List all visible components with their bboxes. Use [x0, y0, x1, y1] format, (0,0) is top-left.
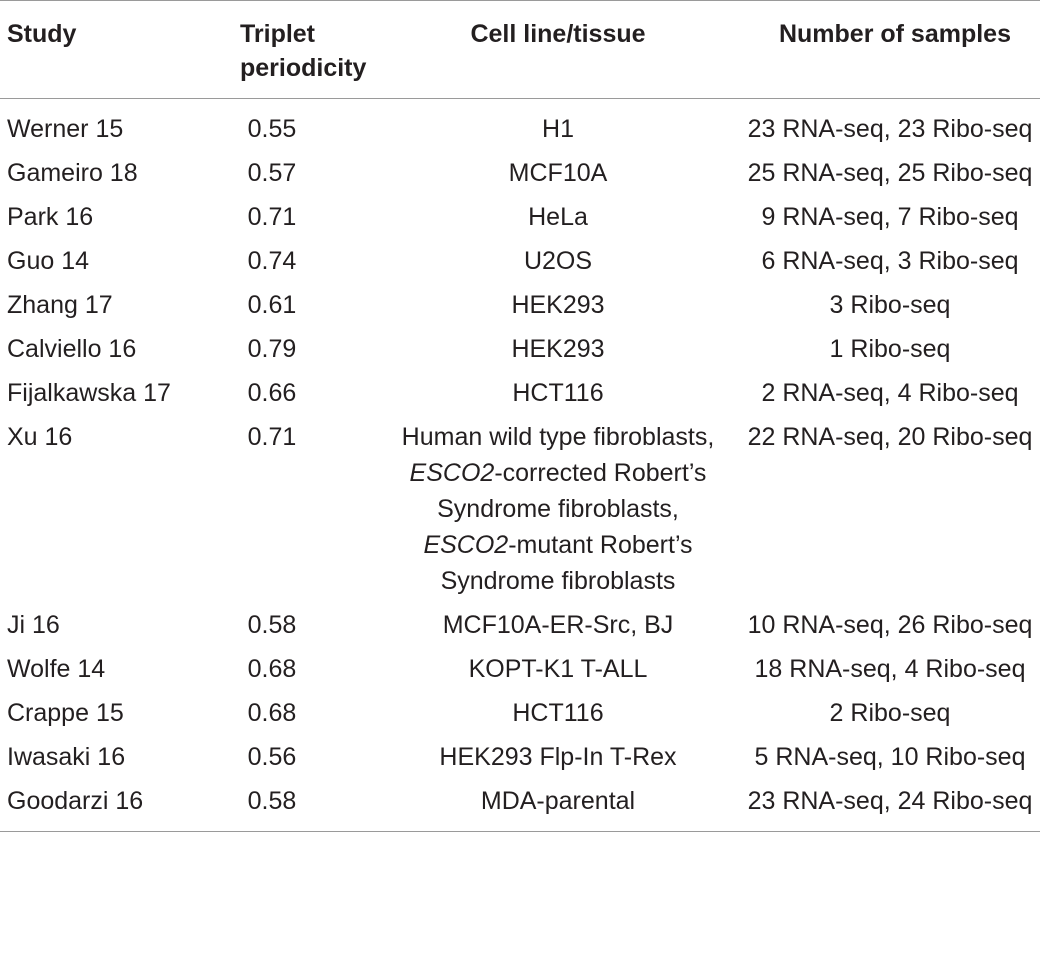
- cell-line-text: Syndrome fibroblasts,: [437, 495, 679, 523]
- table-row: Wolfe 14 0.68 KOPT-K1 T-ALL 18 RNA-seq, …: [0, 645, 1040, 689]
- cell-samples: 3 Ribo-seq: [829, 291, 951, 319]
- table-row: Park 16 0.71 HeLa 9 RNA-seq, 7 Ribo-seq: [0, 193, 1040, 237]
- cell-study: Crappe 15: [7, 699, 124, 727]
- cell-study: Xu 16: [7, 423, 73, 451]
- header-cell-line: Cell line/tissue: [470, 20, 646, 48]
- cell-cell-line: HCT116: [512, 379, 604, 407]
- cell-samples: 10 RNA-seq, 26 Ribo-seq: [747, 611, 1033, 639]
- cell-line-text: ESCO2-mutant Robert’s: [380, 527, 736, 563]
- cell-triplet: 0.61: [247, 291, 297, 319]
- cell-triplet: 0.66: [247, 379, 297, 407]
- cell-study: Werner 15: [7, 115, 124, 143]
- cell-cell-line: HEK293: [511, 335, 605, 363]
- gene-name: ESCO2: [423, 531, 509, 559]
- cell-triplet: 0.71: [247, 203, 297, 231]
- header-triplet-line2: periodicity: [240, 54, 367, 82]
- cell-line-text: -mutant Robert’s: [508, 531, 693, 559]
- cell-triplet: 0.58: [247, 787, 297, 815]
- table-row: Xu 16 0.71 Human wild type fibroblasts, …: [0, 413, 1040, 601]
- cell-study: Calviello 16: [7, 335, 137, 363]
- cell-cell-line: Human wild type fibroblasts, ESCO2-corre…: [376, 413, 740, 601]
- studies-table: Study Triplet periodicity Cell line/tiss…: [0, 0, 1040, 832]
- cell-samples: 6 RNA-seq, 3 Ribo-seq: [761, 247, 1019, 275]
- table-row: Ji 16 0.58 MCF10A-ER-Src, BJ 10 RNA-seq,…: [0, 601, 1040, 645]
- table-row: Zhang 17 0.61 HEK293 3 Ribo-seq: [0, 281, 1040, 325]
- table-row: Fijalkawska 17 0.66 HCT116 2 RNA-seq, 4 …: [0, 369, 1040, 413]
- table-row: Calviello 16 0.79 HEK293 1 Ribo-seq: [0, 325, 1040, 369]
- cell-study: Fijalkawska 17: [7, 379, 171, 407]
- header-triplet-periodicity: Triplet periodicity: [218, 1, 376, 99]
- cell-cell-line: HeLa: [528, 203, 588, 231]
- cell-triplet: 0.71: [247, 423, 297, 451]
- cell-triplet: 0.68: [247, 699, 297, 727]
- table-row: Gameiro 18 0.57 MCF10A 25 RNA-seq, 25 Ri…: [0, 149, 1040, 193]
- cell-study: Zhang 17: [7, 291, 113, 319]
- cell-triplet: 0.56: [247, 743, 297, 771]
- table-row: Iwasaki 16 0.56 HEK293 Flp-In T-Rex 5 RN…: [0, 733, 1040, 777]
- cell-samples: 23 RNA-seq, 23 Ribo-seq: [747, 115, 1033, 143]
- cell-triplet: 0.74: [247, 247, 297, 275]
- cell-cell-line: MCF10A-ER-Src, BJ: [442, 611, 674, 639]
- cell-triplet: 0.79: [247, 335, 297, 363]
- cell-samples: 2 Ribo-seq: [829, 699, 951, 727]
- cell-line-text: -corrected Robert’s: [494, 459, 707, 487]
- cell-samples: 25 RNA-seq, 25 Ribo-seq: [747, 159, 1033, 187]
- cell-study: Wolfe 14: [7, 655, 106, 683]
- table-row: Crappe 15 0.68 HCT116 2 Ribo-seq: [0, 689, 1040, 733]
- header-triplet-line1: Triplet: [240, 20, 316, 48]
- cell-line-text: Human wild type fibroblasts,: [401, 423, 715, 451]
- gene-name: ESCO2: [409, 459, 495, 487]
- cell-triplet: 0.57: [247, 159, 297, 187]
- cell-cell-line: MCF10A: [508, 159, 608, 187]
- cell-samples: 18 RNA-seq, 4 Ribo-seq: [754, 655, 1026, 683]
- cell-samples: 2 RNA-seq, 4 Ribo-seq: [761, 379, 1019, 407]
- cell-samples: 5 RNA-seq, 10 Ribo-seq: [754, 743, 1026, 771]
- cell-samples: 9 RNA-seq, 7 Ribo-seq: [761, 203, 1019, 231]
- cell-cell-line: MDA-parental: [480, 787, 636, 815]
- cell-cell-line: U2OS: [523, 247, 593, 275]
- cell-study: Ji 16: [7, 611, 60, 639]
- cell-cell-line: KOPT-K1 T-ALL: [468, 655, 648, 683]
- cell-study: Guo 14: [7, 247, 90, 275]
- cell-line-text: ESCO2-corrected Robert’s: [380, 455, 736, 491]
- cell-study: Gameiro 18: [7, 159, 138, 187]
- cell-samples: 1 Ribo-seq: [829, 335, 951, 363]
- table-row: Guo 14 0.74 U2OS 6 RNA-seq, 3 Ribo-seq: [0, 237, 1040, 281]
- cell-line-text: Syndrome fibroblasts: [440, 567, 676, 595]
- table-row: Goodarzi 16 0.58 MDA-parental 23 RNA-seq…: [0, 777, 1040, 832]
- table-header-row: Study Triplet periodicity Cell line/tiss…: [0, 0, 1040, 99]
- cell-triplet: 0.55: [247, 115, 297, 143]
- cell-samples: 22 RNA-seq, 20 Ribo-seq: [747, 423, 1033, 451]
- cell-study: Goodarzi 16: [7, 787, 144, 815]
- cell-study: Iwasaki 16: [7, 743, 126, 771]
- cell-samples: 23 RNA-seq, 24 Ribo-seq: [747, 787, 1033, 815]
- cell-triplet: 0.68: [247, 655, 297, 683]
- header-number-of-samples: Number of samples: [778, 20, 1011, 48]
- header-study: Study: [7, 20, 77, 48]
- cell-triplet: 0.58: [247, 611, 297, 639]
- cell-study: Park 16: [7, 203, 94, 231]
- table-row: Werner 15 0.55 H1 23 RNA-seq, 23 Ribo-se…: [0, 99, 1040, 150]
- cell-cell-line: HEK293: [511, 291, 605, 319]
- cell-cell-line: HCT116: [512, 699, 604, 727]
- cell-cell-line: H1: [542, 115, 574, 143]
- cell-cell-line: HEK293 Flp-In T-Rex: [439, 743, 677, 771]
- studies-table-container: Study Triplet periodicity Cell line/tiss…: [0, 0, 1040, 832]
